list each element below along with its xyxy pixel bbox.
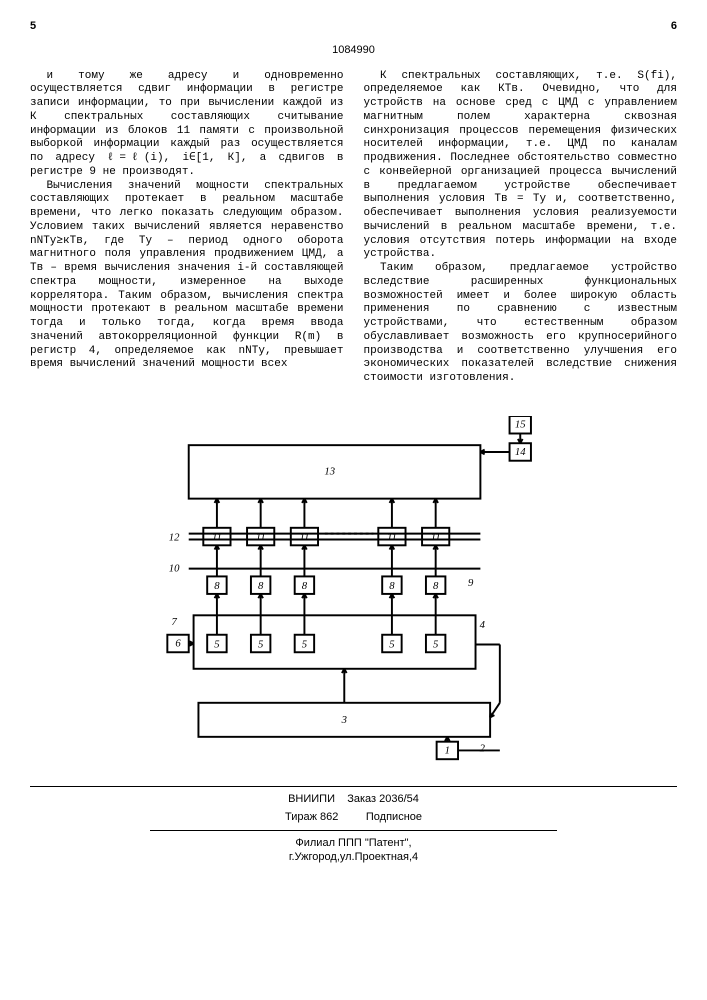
- svg-text:5: 5: [432, 638, 438, 650]
- page-right: 6: [671, 20, 677, 34]
- block-diagram: 1315143161111111111888885555512109742: [144, 416, 564, 766]
- c2-p2: Таким образом, предлагаемое устройство в…: [364, 262, 678, 386]
- footer-tirazh: Тираж 862: [285, 811, 338, 823]
- footer-line3: Филиал ППП "Патент",: [30, 837, 677, 851]
- patent-number: 1084990: [30, 44, 677, 58]
- text-columns: и тому же адресу и одновременно осуществ…: [30, 70, 677, 386]
- footer-line2: Тираж 862 Подписное: [30, 811, 677, 825]
- svg-text:12: 12: [168, 531, 179, 543]
- column-1: и тому же адресу и одновременно осуществ…: [30, 70, 344, 386]
- page-left: 5: [30, 20, 36, 34]
- svg-text:8: 8: [432, 580, 438, 592]
- footer: ВНИИПИ Заказ 2036/54 Тираж 862 Подписное…: [30, 786, 677, 865]
- svg-text:5: 5: [301, 638, 307, 650]
- svg-text:5: 5: [389, 638, 395, 650]
- svg-text:8: 8: [214, 580, 220, 592]
- svg-text:13: 13: [324, 465, 335, 477]
- page-header: 5 6: [30, 20, 677, 34]
- footer-org: ВНИИПИ: [288, 793, 335, 805]
- svg-text:10: 10: [168, 562, 179, 574]
- svg-text:4: 4: [479, 619, 485, 631]
- footer-line1: ВНИИПИ Заказ 2036/54: [30, 793, 677, 807]
- svg-text:8: 8: [257, 580, 263, 592]
- svg-text:15: 15: [514, 418, 525, 430]
- footer-sub: Подписное: [366, 811, 422, 823]
- c1-p2: Вычисления значений мощности спектральны…: [30, 180, 344, 373]
- svg-text:5: 5: [257, 638, 263, 650]
- c2-p1: К спектральных составляющих, т.е. S(fi),…: [364, 70, 678, 263]
- svg-text:9: 9: [467, 577, 473, 589]
- svg-text:8: 8: [301, 580, 307, 592]
- footer-order: Заказ 2036/54: [347, 793, 419, 805]
- footer-line4: г.Ужгород,ул.Проектная,4: [30, 851, 677, 865]
- svg-text:8: 8: [389, 580, 395, 592]
- svg-text:2: 2: [479, 742, 485, 754]
- svg-text:6: 6: [175, 637, 181, 649]
- svg-text:3: 3: [340, 714, 346, 726]
- c1-p1: и тому же адресу и одновременно осуществ…: [30, 70, 344, 180]
- svg-text:5: 5: [214, 638, 220, 650]
- svg-text:1: 1: [444, 744, 449, 756]
- column-2: К спектральных составляющих, т.е. S(fi),…: [364, 70, 678, 386]
- svg-text:7: 7: [171, 616, 177, 628]
- svg-text:14: 14: [514, 446, 525, 458]
